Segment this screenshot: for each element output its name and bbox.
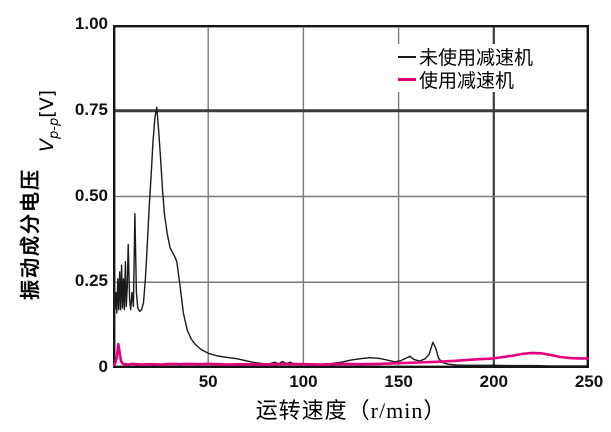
plot-border (113, 25, 589, 368)
y-tick-label-0: 0 (98, 357, 108, 376)
legend-entry-with-reducer: 使用减速机 (398, 68, 533, 92)
x-tick-label-250: 250 (574, 372, 604, 391)
y-tick-label-0.50: 0.50 (74, 185, 108, 205)
legend-label-with-reducer: 使用减速机 (419, 71, 515, 92)
x-tick-label-50: 50 (198, 372, 218, 391)
legend-label-no-reducer: 未使用减速机 (419, 48, 534, 69)
x-tick-label-100: 100 (289, 372, 318, 391)
x-tick-label-150: 150 (384, 372, 413, 391)
legend: 未使用减速机 使用减速机 (394, 44, 538, 92)
legend-line-magenta-icon (398, 78, 416, 81)
x-axis-title: 运转速度（r/min） (255, 398, 447, 423)
series-no-reducer (113, 106, 589, 367)
y-axis-unit-symbol: V (36, 139, 58, 152)
x-tick-label-200: 200 (479, 372, 508, 391)
legend-line-black-icon (398, 55, 416, 58)
y-tick-label-0.25: 0.25 (74, 271, 108, 291)
series-with-reducer (113, 342, 589, 367)
y-tick-label-0.75: 0.75 (74, 99, 108, 119)
y-tick-label-1.00: 1.00 (74, 14, 108, 33)
y-axis-unit-subscript: p-p (46, 117, 62, 139)
legend-entry-no-reducer: 未使用减速机 (398, 45, 534, 69)
